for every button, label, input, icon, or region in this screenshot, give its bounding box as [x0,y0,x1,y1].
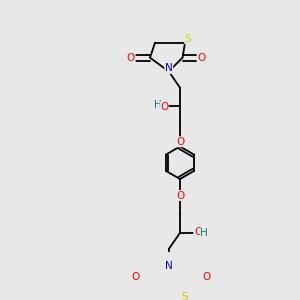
Text: N: N [165,63,172,74]
Text: O: O [132,272,140,282]
Text: S: S [185,34,191,44]
Text: S: S [182,292,188,300]
Text: O: O [194,227,202,237]
Text: O: O [176,137,184,147]
Text: H: H [200,228,208,238]
Text: O: O [127,53,135,63]
Text: H: H [154,100,162,110]
Text: N: N [165,261,172,271]
Text: O: O [198,53,206,63]
Text: O: O [176,190,184,200]
Text: O: O [203,272,211,282]
Text: O: O [160,102,168,112]
